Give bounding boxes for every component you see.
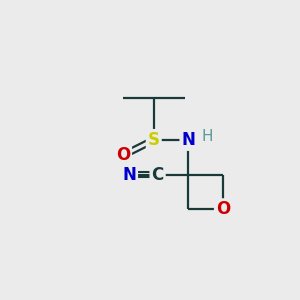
Text: N: N	[182, 131, 195, 149]
Text: O: O	[216, 200, 230, 218]
Text: N: N	[122, 166, 136, 184]
Text: S: S	[148, 131, 160, 149]
Text: O: O	[116, 146, 130, 164]
Text: C: C	[152, 166, 164, 184]
Text: H: H	[202, 129, 213, 144]
